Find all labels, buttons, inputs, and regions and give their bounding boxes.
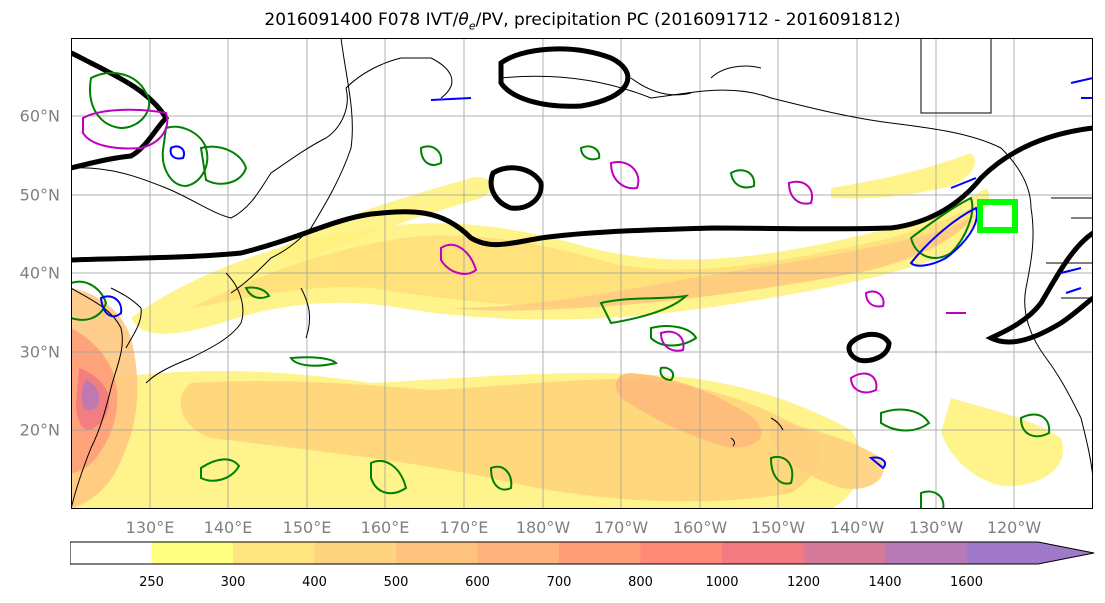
colorbar-tick-label: 800 bbox=[628, 575, 653, 590]
colorbar-segment-below bbox=[70, 542, 152, 564]
lon-label-180w: 180°W bbox=[515, 518, 571, 537]
theta-e-contours bbox=[71, 72, 1051, 509]
colorbar-segment-1400 bbox=[885, 542, 967, 564]
lat-label-40n: 40°N bbox=[19, 263, 60, 283]
lon-label-150w: 150°W bbox=[750, 518, 806, 537]
title-theta-sub: e bbox=[468, 19, 476, 33]
colorbar-outline bbox=[70, 541, 1095, 565]
title-theta: θ bbox=[458, 10, 469, 30]
colorbar-segment-400 bbox=[314, 542, 396, 564]
ivt-shading bbox=[71, 153, 1063, 509]
lon-label-150e: 150°E bbox=[282, 518, 332, 537]
colorbar-segment-250 bbox=[151, 542, 233, 564]
lon-label-140e: 140°E bbox=[203, 518, 253, 537]
colorbar-segment-1600 bbox=[966, 542, 1094, 564]
lat-label-50n: 50°N bbox=[19, 185, 60, 205]
pv-contours bbox=[71, 46, 1093, 364]
lon-label-160e: 160°E bbox=[360, 518, 410, 537]
colorbar-segment-1000 bbox=[722, 542, 804, 564]
precip-negative-contours bbox=[82, 108, 966, 394]
colorbar-segment-700 bbox=[559, 542, 641, 564]
lat-label-20n: 20°N bbox=[19, 420, 60, 440]
title-date: 2016091400 bbox=[264, 10, 373, 30]
colorbar bbox=[70, 541, 1095, 565]
colorbar-segment-600 bbox=[477, 542, 559, 564]
title-ivt: IVT/ bbox=[425, 10, 459, 30]
colorbar-tick-label: 250 bbox=[139, 575, 164, 590]
lon-label-170w: 170°W bbox=[593, 518, 649, 537]
target-region-box bbox=[977, 199, 1018, 233]
lon-label-130e: 130°E bbox=[125, 518, 175, 537]
lat-label-60n: 60°N bbox=[19, 106, 60, 126]
colorbar-tick-label: 600 bbox=[465, 575, 490, 590]
colorbar-segment-500 bbox=[396, 542, 478, 564]
title-rest: /PV, precipitation PC (2016091712 - 2016… bbox=[475, 10, 901, 30]
colorbar-tick-label: 1000 bbox=[705, 575, 739, 590]
colorbar-tick-label: 700 bbox=[546, 575, 572, 590]
figure-title: 2016091400 F078 IVT/θe/PV, precipitation… bbox=[0, 10, 1105, 32]
colorbar-tick-label: 500 bbox=[383, 575, 409, 590]
lon-label-130w: 130°W bbox=[908, 518, 964, 537]
coastlines bbox=[71, 38, 1093, 509]
lon-label-170e: 170°E bbox=[439, 518, 489, 537]
colorbar-tick-label: 1600 bbox=[949, 575, 984, 590]
lon-label-120w: 120°W bbox=[986, 518, 1042, 537]
colorbar-tick-label: 400 bbox=[302, 575, 327, 590]
colorbar-tick-label: 1200 bbox=[786, 575, 821, 590]
precip-positive-contours bbox=[99, 77, 1093, 470]
colorbar-tick-label: 1400 bbox=[868, 575, 902, 590]
colorbar-tick-label: 300 bbox=[220, 575, 246, 590]
lat-label-30n: 30°N bbox=[19, 342, 60, 362]
lon-label-140w: 140°W bbox=[829, 518, 885, 537]
colorbar-segment-800 bbox=[640, 542, 722, 564]
title-forecast: F078 bbox=[378, 10, 421, 30]
lon-label-160w: 160°W bbox=[672, 518, 728, 537]
colorbar-segment-1200 bbox=[803, 542, 885, 564]
colorbar-segment-300 bbox=[233, 542, 315, 564]
map-panel bbox=[71, 38, 1093, 509]
